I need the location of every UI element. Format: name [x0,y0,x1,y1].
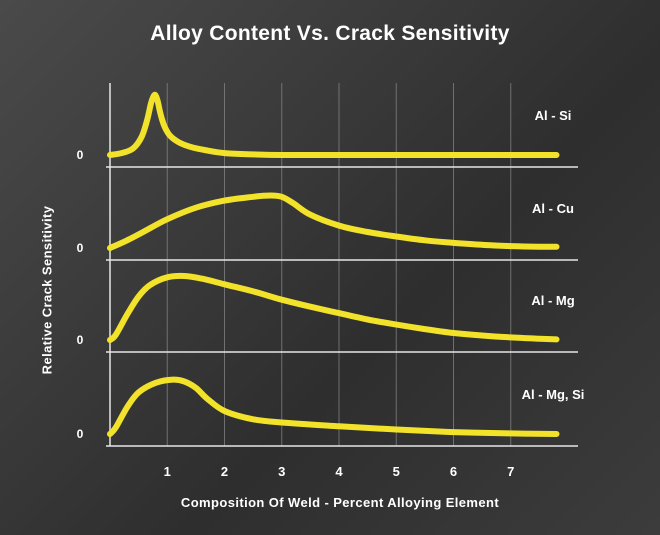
zero-label: 0 [77,241,84,255]
series-label: Al - Mg [531,293,574,308]
x-tick-label: 6 [450,464,457,479]
x-tick-label: 1 [164,464,171,479]
x-tick-label: 3 [278,464,285,479]
zero-label: 0 [77,333,84,347]
series-line [107,192,560,251]
series-lines [107,91,560,437]
series-label: Al - Si [535,108,572,123]
grid-lines [166,83,512,446]
x-tick-label: 2 [221,464,228,479]
zero-label: 0 [77,148,84,162]
axes [106,83,578,447]
series-label: Al - Mg, Si [522,387,585,402]
x-tick-label: 5 [393,464,400,479]
series-line [107,272,560,343]
y-axis-label: Relative Crack Sensitivity [39,205,55,375]
zero-label: 0 [77,427,84,441]
series-line [107,376,560,437]
chart-labels: 1 2 3 4 5 6 7 0 Al - Si 0 Al - Cu 0 Al - Mg 0 Al - Mg,… [77,108,585,479]
series-label: Al - Cu [532,201,574,216]
x-axis-label: Composition Of Weld - Percent Alloying E… [180,495,500,510]
chart-title: Alloy Content Vs. Crack Sensitivity [150,22,510,45]
x-tick-label: 7 [507,464,514,479]
series-line [107,91,560,159]
x-tick-label: 4 [335,464,343,479]
